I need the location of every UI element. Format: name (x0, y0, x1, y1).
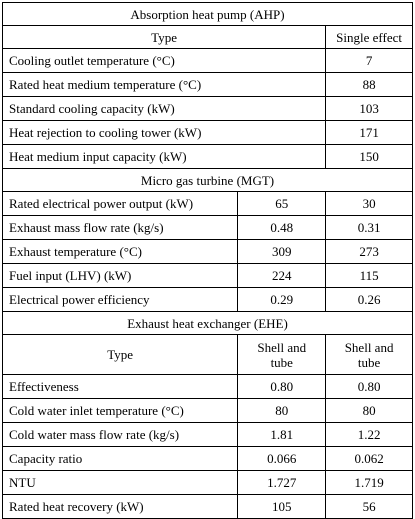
table-row: Cold water inlet temperature (°C) 80 80 (1, 398, 413, 423)
table-row: Capacity ratio 0.066 0.062 (1, 446, 413, 471)
row-value-unit1: 80 (237, 398, 327, 423)
row-value-unit2: 0.062 (325, 446, 413, 471)
row-label: Rated heat medium temperature (°C) (1, 72, 327, 97)
row-label: Capacity ratio (1, 446, 239, 471)
row-value-unit1: 1.727 (237, 470, 327, 495)
row-label: Heat rejection to cooling tower (kW) (1, 120, 327, 145)
row-value-unit1: 224 (237, 263, 327, 288)
row-label: Rated heat recovery (kW) (1, 494, 239, 519)
row-label: NTU (1, 470, 239, 495)
row-value-unit1: 0.48 (237, 215, 327, 240)
type-line1: Shell and (257, 339, 307, 355)
ehe-type-label: Type (1, 334, 239, 375)
row-value-unit2: 30 (325, 191, 413, 216)
row-label: Exhaust mass flow rate (kg/s) (1, 215, 239, 240)
table-row: Standard cooling capacity (kW) 103 (1, 96, 413, 121)
row-value-unit2: 56 (325, 494, 413, 519)
table-row: Fuel input (LHV) (kW) 224 115 (1, 263, 413, 288)
ahp-section-title: Absorption heat pump (AHP) (2, 2, 413, 26)
row-label: Standard cooling capacity (kW) (1, 96, 327, 121)
type-line2: tube (270, 354, 293, 370)
table-row: Rated heat medium temperature (°C) 88 (1, 72, 413, 97)
row-value-unit2: 80 (325, 398, 413, 423)
row-value: 7 (325, 48, 413, 73)
row-value-unit2: 0.26 (325, 287, 413, 312)
table-row: NTU 1.727 1.719 (1, 470, 413, 495)
row-label: Cold water mass flow rate (kg/s) (1, 422, 239, 447)
row-label: Rated electrical power output (kW) (1, 191, 239, 216)
table-row: Cooling outlet temperature (°C) 7 (1, 48, 413, 73)
row-value-unit2: 115 (325, 263, 413, 288)
row-value-unit1: 0.066 (237, 446, 327, 471)
row-value-unit1: 65 (237, 191, 327, 216)
row-label: Cooling outlet temperature (°C) (1, 48, 327, 73)
row-value: 171 (325, 120, 413, 145)
table-row: Exhaust mass flow rate (kg/s) 0.48 0.31 (1, 215, 413, 240)
row-value-unit2: 273 (325, 239, 413, 264)
ehe-type-value-unit1: Shell and tube (237, 334, 327, 375)
row-value: 103 (325, 96, 413, 121)
row-value-unit2: 0.80 (325, 374, 413, 399)
row-value-unit1: 1.81 (237, 422, 327, 447)
table-row: Electrical power efficiency 0.29 0.26 (1, 287, 413, 312)
type-line2: tube (357, 354, 381, 370)
row-value-unit1: 0.29 (237, 287, 327, 312)
mgt-section-title: Micro gas turbine (MGT) (2, 168, 413, 192)
table-row: Exhaust temperature (°C) 309 273 (1, 239, 413, 264)
row-value: 150 (325, 144, 413, 169)
table-row: Rated heat recovery (kW) 105 56 (1, 494, 413, 519)
table-row: Heat rejection to cooling tower (kW) 171 (1, 120, 413, 145)
row-label: Effectiveness (1, 374, 239, 399)
row-value-unit1: 309 (237, 239, 327, 264)
row-value-unit2: 0.31 (325, 215, 413, 240)
type-line1: Shell and (344, 339, 394, 355)
ahp-type-value: Single effect (325, 25, 413, 49)
table-row: Heat medium input capacity (kW) 150 (1, 144, 413, 169)
row-value-unit2: 1.719 (325, 470, 413, 495)
table-row: Effectiveness 0.80 0.80 (1, 374, 413, 399)
row-label: Electrical power efficiency (1, 287, 239, 312)
row-label: Cold water inlet temperature (°C) (1, 398, 239, 423)
ehe-type-value-unit2: Shell and tube (325, 334, 413, 375)
ehe-section-title: Exhaust heat exchanger (EHE) (2, 311, 413, 335)
row-label: Exhaust temperature (°C) (1, 239, 239, 264)
table-row: Cold water mass flow rate (kg/s) 1.81 1.… (1, 422, 413, 447)
row-value-unit2: 1.22 (325, 422, 413, 447)
row-label: Fuel input (LHV) (kW) (1, 263, 239, 288)
row-value-unit1: 0.80 (237, 374, 327, 399)
row-label: Heat medium input capacity (kW) (1, 144, 327, 169)
row-value-unit1: 105 (237, 494, 327, 519)
ahp-type-label: Type (1, 25, 327, 49)
row-value: 88 (325, 72, 413, 97)
table-row: Rated electrical power output (kW) 65 30 (1, 191, 413, 216)
